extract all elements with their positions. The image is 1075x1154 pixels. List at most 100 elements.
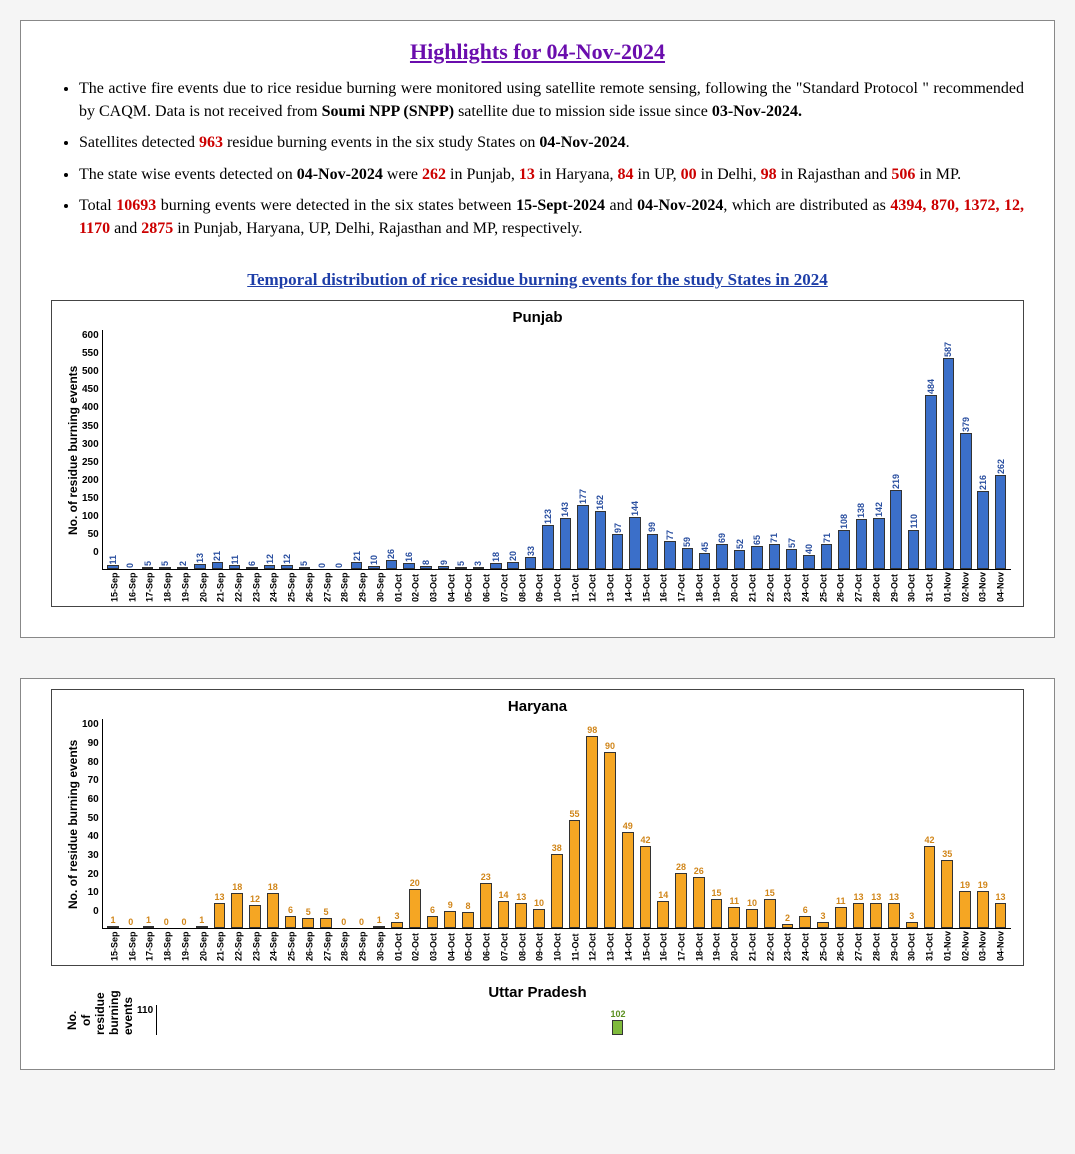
bar: 26: [383, 549, 399, 569]
bar: 42: [921, 835, 938, 928]
bar: 3: [815, 911, 832, 928]
bar: 12: [261, 554, 277, 569]
plot-area: 1105521321116121250021102616895318203312…: [102, 330, 1011, 570]
bar: 97: [609, 523, 625, 569]
bar: [660, 1034, 676, 1035]
bar: 9: [435, 560, 451, 569]
bar: 59: [679, 537, 695, 569]
bar: [343, 1034, 359, 1035]
bar: [894, 1034, 910, 1035]
bar: 33: [522, 546, 538, 569]
bar: 10: [366, 555, 382, 570]
bar: 102: [610, 1009, 626, 1035]
bar: 99: [644, 522, 660, 569]
bar: 65: [749, 535, 765, 569]
bar: 0: [158, 917, 175, 928]
bar: 15: [761, 888, 778, 928]
bar: 45: [697, 542, 713, 569]
bar: 216: [975, 475, 991, 569]
bar: 14: [495, 890, 512, 928]
bar: 71: [818, 533, 834, 570]
bar: 177: [575, 489, 591, 569]
bar: 587: [940, 342, 956, 569]
bar: 18: [488, 552, 504, 569]
bar: 0: [335, 917, 352, 928]
bar: 5: [318, 907, 335, 928]
page-2: HaryanaNo. of residue burning events1009…: [20, 678, 1055, 1070]
bar: 3: [389, 911, 406, 928]
bar: [744, 1034, 760, 1035]
bar: 40: [801, 544, 817, 569]
bar: [694, 1034, 710, 1035]
bar: [226, 1034, 242, 1035]
bar: [994, 1034, 1010, 1035]
bar: 21: [209, 551, 225, 570]
bar: 5: [140, 561, 156, 569]
bar: 13: [192, 553, 208, 569]
bar: 262: [992, 459, 1008, 569]
y-axis-label: No. of residue burning events: [63, 1005, 137, 1035]
bar: 98: [584, 725, 601, 928]
bar: [644, 1034, 660, 1035]
highlight-item: Satellites detected 963 residue burning …: [79, 131, 1024, 154]
x-axis: 15-Sep16-Sep17-Sep18-Sep19-Sep20-Sep21-S…: [64, 931, 1011, 961]
bar: [510, 1034, 526, 1035]
bar: 108: [836, 514, 852, 569]
bar: 6: [797, 905, 814, 928]
bar: [326, 1034, 342, 1035]
bar: 13: [992, 892, 1009, 928]
bar: 13: [886, 892, 903, 928]
highlights-list: The active fire events due to rice resid…: [51, 77, 1024, 240]
plot-area: 1010011318121865500132069823141310385598…: [102, 719, 1011, 929]
bar: [927, 1034, 943, 1035]
bar: 1: [371, 915, 388, 928]
bar: 42: [637, 835, 654, 928]
bar: 13: [850, 892, 867, 928]
bar: 5: [296, 561, 312, 569]
bar: [560, 1034, 576, 1035]
bar: [710, 1034, 726, 1035]
bar: [627, 1034, 643, 1035]
bar: 0: [122, 563, 138, 569]
bar: 1: [105, 915, 122, 928]
x-axis: 15-Sep16-Sep17-Sep18-Sep19-Sep20-Sep21-S…: [64, 572, 1011, 602]
bar: [360, 1034, 376, 1035]
bar: [844, 1034, 860, 1035]
bar: 26: [690, 866, 707, 928]
bar: 0: [314, 563, 330, 569]
bar: [309, 1034, 325, 1035]
chart-section-title: Temporal distribution of rice residue bu…: [51, 270, 1024, 290]
bar: [176, 1034, 192, 1035]
chart-title: Punjab: [64, 309, 1011, 326]
page-1: Highlights for 04-Nov-2024 The active fi…: [20, 20, 1055, 638]
bar: 19: [957, 880, 974, 928]
bar: 19: [974, 880, 991, 928]
bar: 13: [211, 892, 228, 928]
bar: [794, 1034, 810, 1035]
highlight-item: Total 10693 burning events were detected…: [79, 194, 1024, 240]
bar: 10: [744, 898, 761, 929]
bar: 14: [655, 890, 672, 928]
y-axis-label: No. of residue burning events: [64, 330, 82, 570]
up-chart: Uttar PradeshNo. of residue burning even…: [51, 976, 1024, 1039]
bar: 1: [140, 915, 157, 928]
bar: 11: [227, 555, 243, 569]
bar: 5: [300, 907, 317, 928]
bar: [727, 1034, 743, 1035]
bar: 52: [731, 539, 747, 569]
bar: 77: [662, 530, 678, 569]
bar: 6: [282, 905, 299, 928]
chart-title: Haryana: [64, 698, 1011, 715]
bar: 11: [726, 896, 743, 929]
bar: 3: [470, 561, 486, 569]
bar: [543, 1034, 559, 1035]
bar: 12: [247, 894, 264, 929]
bar: 143: [557, 502, 573, 570]
bar: [259, 1034, 275, 1035]
bar: 6: [424, 905, 441, 928]
bar: 110: [905, 514, 921, 569]
bar: [677, 1034, 693, 1035]
bar: 0: [176, 917, 193, 928]
bar: [193, 1034, 209, 1035]
bar: 484: [923, 379, 939, 569]
